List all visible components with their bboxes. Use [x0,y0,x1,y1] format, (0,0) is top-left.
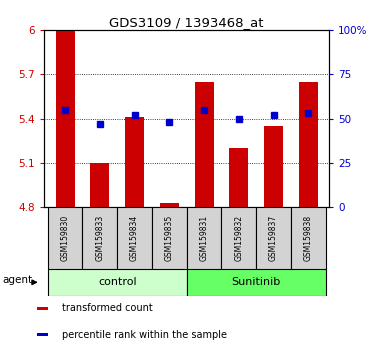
Text: GSM159838: GSM159838 [304,215,313,261]
Text: GSM159831: GSM159831 [199,215,209,261]
Text: GSM159834: GSM159834 [130,215,139,261]
Bar [187,269,326,296]
Bar [48,269,187,296]
Text: GSM159837: GSM159837 [269,215,278,261]
Bar [187,207,221,269]
Bar [299,82,318,207]
Bar [194,82,214,207]
Bar [256,207,291,269]
Text: GSM159833: GSM159833 [95,215,104,261]
Bar [264,126,283,207]
Text: agent: agent [2,275,32,285]
Bar [37,333,48,336]
Text: GSM159830: GSM159830 [60,215,70,261]
Bar [160,202,179,207]
Bar [152,207,187,269]
Bar [221,207,256,269]
Text: Sunitinib: Sunitinib [232,277,281,287]
Title: GDS3109 / 1393468_at: GDS3109 / 1393468_at [109,16,264,29]
Bar [125,117,144,207]
Bar [82,207,117,269]
Text: control: control [98,277,137,287]
Bar [90,163,109,207]
Bar [55,30,75,207]
Text: percentile rank within the sample: percentile rank within the sample [62,330,226,340]
Text: transformed count: transformed count [62,303,152,313]
Bar [48,207,82,269]
Bar [229,148,248,207]
Bar [291,207,326,269]
Bar [117,207,152,269]
Text: GSM159835: GSM159835 [165,215,174,261]
Bar [37,307,48,310]
Text: GSM159832: GSM159832 [234,215,243,261]
